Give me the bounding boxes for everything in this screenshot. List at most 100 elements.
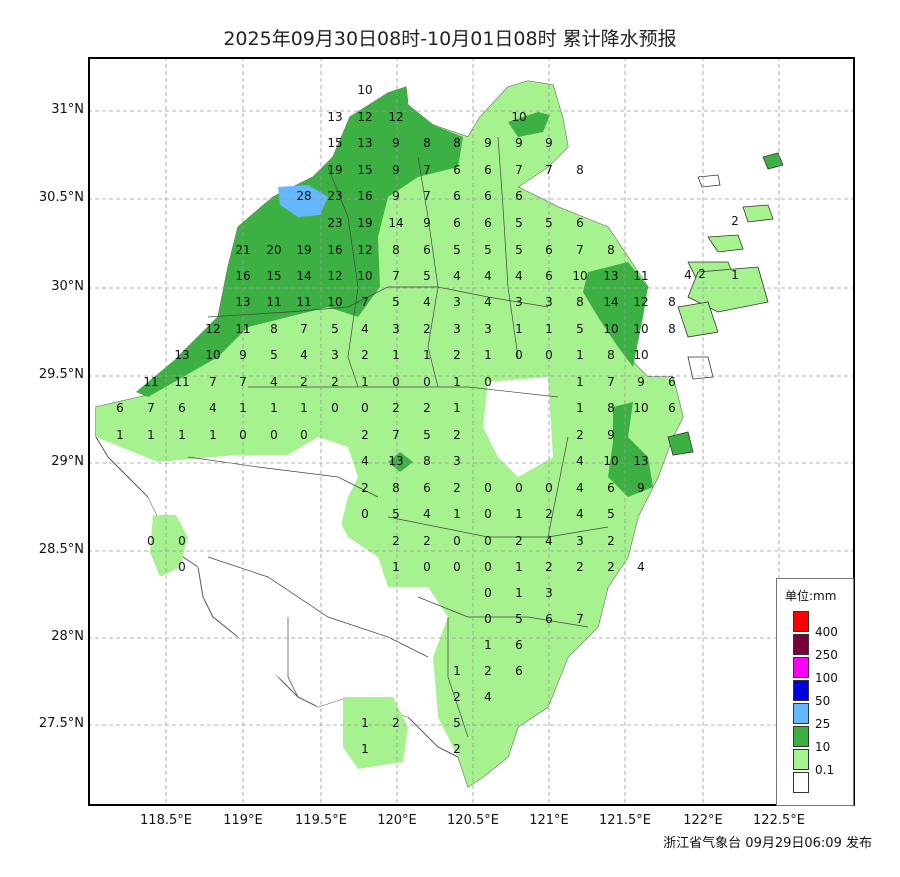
station-value: 9 xyxy=(423,216,431,230)
station-value: 1 xyxy=(178,428,186,442)
station-value: 0 xyxy=(515,348,523,362)
station-value: 1 xyxy=(270,401,278,415)
station-value: 4 xyxy=(576,454,584,468)
station-value: 14 xyxy=(296,269,311,283)
station-value: 6 xyxy=(484,189,492,203)
station-value: 10 xyxy=(633,322,648,336)
map-frame: 10 13 12 12 10 15 13 9 8 8 9 9 9 19 15 9 7 6 6 7 7 8 28 23 16 9 7 6… xyxy=(88,57,855,806)
station-value: 1 xyxy=(453,507,461,521)
station-value: 6 xyxy=(484,163,492,177)
station-value: 2 xyxy=(545,507,553,521)
station-value: 7 xyxy=(423,189,431,203)
island xyxy=(677,301,719,338)
station-value: 7 xyxy=(209,375,217,389)
station-value: 5 xyxy=(545,216,553,230)
station-value: 4 xyxy=(576,507,584,521)
island xyxy=(697,174,721,188)
station-value: 5 xyxy=(270,348,278,362)
county-boundaries xyxy=(187,136,609,738)
station-value: 8 xyxy=(668,322,676,336)
station-value: 3 xyxy=(331,348,339,362)
station-value: 0 xyxy=(484,507,492,521)
station-value: 6 xyxy=(515,638,523,652)
station-value: 8 xyxy=(392,243,400,257)
station-value: 3 xyxy=(453,322,461,336)
station-value: 2 xyxy=(515,534,523,548)
lon-label: 122.5°E xyxy=(753,813,805,828)
lat-label: 30.5°N xyxy=(38,190,84,205)
lat-label: 29.5°N xyxy=(38,367,84,382)
station-value: 11 xyxy=(633,269,648,283)
station-value: 8 xyxy=(607,401,615,415)
station-value: 12 xyxy=(633,295,648,309)
lon-label: 119°E xyxy=(223,813,263,828)
station-value: 3 xyxy=(453,295,461,309)
station-value: 5 xyxy=(453,243,461,257)
station-value: 2 xyxy=(300,375,308,389)
legend-swatch xyxy=(793,634,809,655)
station-value: 10 xyxy=(511,110,526,124)
station-value: 15 xyxy=(357,163,372,177)
rain-area-heavy xyxy=(278,185,328,217)
station-value: 0 xyxy=(484,534,492,548)
station-value: 7 xyxy=(607,375,615,389)
station-value: 9 xyxy=(637,375,645,389)
station-value: 9 xyxy=(392,136,400,150)
station-value: 1 xyxy=(731,268,739,282)
station-value: 10 xyxy=(633,401,648,415)
station-value: 3 xyxy=(545,586,553,600)
station-value: 3 xyxy=(453,454,461,468)
station-value: 10 xyxy=(633,348,648,362)
station-value: 1 xyxy=(423,348,431,362)
legend-label: 0.1 xyxy=(815,763,835,777)
station-value: 6 xyxy=(668,401,676,415)
station-value: 1 xyxy=(515,560,523,574)
lon-label: 120.5°E xyxy=(447,813,499,828)
lat-label: 28°N xyxy=(51,629,84,644)
station-value: 13 xyxy=(357,136,372,150)
station-value: 1 xyxy=(361,375,369,389)
station-value: 9 xyxy=(515,136,523,150)
station-value: 2 xyxy=(453,742,461,756)
station-value: 6 xyxy=(116,401,124,415)
station-value: 9 xyxy=(637,481,645,495)
station-value: 0 xyxy=(453,534,461,548)
station-value: 10 xyxy=(572,269,587,283)
station-value: 4 xyxy=(484,269,492,283)
station-value: 11 xyxy=(235,322,250,336)
station-value: 4 xyxy=(423,295,431,309)
station-value: 0 xyxy=(331,401,339,415)
station-value: 1 xyxy=(300,401,308,415)
station-value: 0 xyxy=(515,481,523,495)
lat-lon-grid xyxy=(90,59,853,804)
station-value: 4 xyxy=(576,481,584,495)
station-value: 12 xyxy=(357,243,372,257)
station-value: 5 xyxy=(423,269,431,283)
station-value: 1 xyxy=(576,401,584,415)
legend-swatch xyxy=(793,680,809,701)
station-value: 8 xyxy=(453,136,461,150)
station-value: 3 xyxy=(576,534,584,548)
station-value: 3 xyxy=(392,322,400,336)
station-value: 13 xyxy=(603,269,618,283)
station-value: 6 xyxy=(576,216,584,230)
station-value: 0 xyxy=(484,586,492,600)
station-value: 9 xyxy=(239,348,247,362)
station-value: 5 xyxy=(515,216,523,230)
station-value: 4 xyxy=(423,507,431,521)
station-value: 2 xyxy=(576,428,584,442)
station-value: 0 xyxy=(392,375,400,389)
station-value: 0 xyxy=(545,481,553,495)
station-value: 2 xyxy=(392,716,400,730)
station-value: 4 xyxy=(209,401,217,415)
station-value: 4 xyxy=(637,560,645,574)
station-value: 11 xyxy=(296,295,311,309)
station-value: 0 xyxy=(147,534,155,548)
station-value: 2 xyxy=(331,375,339,389)
lon-label: 120°E xyxy=(377,813,417,828)
station-value: 0 xyxy=(361,507,369,521)
station-value: 2 xyxy=(361,481,369,495)
lon-label: 121°E xyxy=(529,813,569,828)
station-value: 9 xyxy=(392,189,400,203)
station-value: 7 xyxy=(300,322,308,336)
